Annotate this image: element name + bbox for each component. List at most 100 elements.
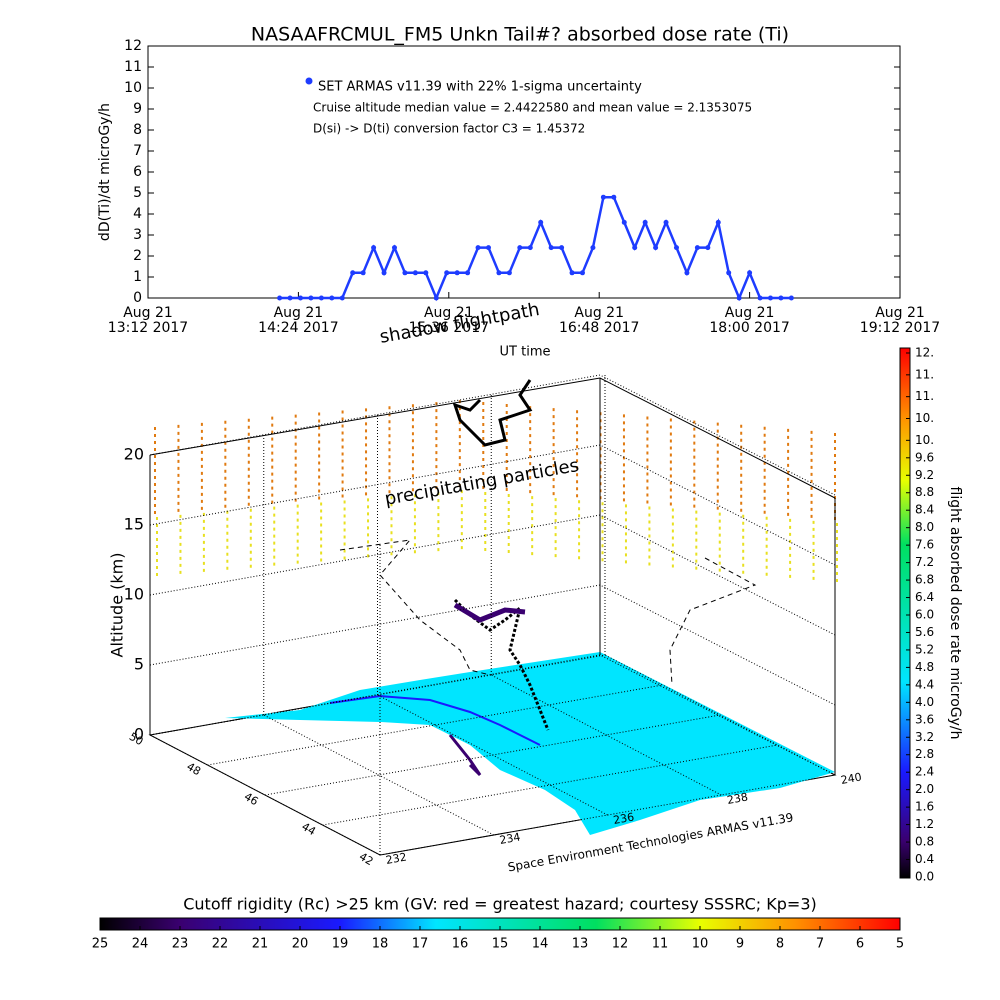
x-tick-label: 234 (499, 830, 522, 846)
data-point (527, 245, 533, 251)
projection-path (669, 557, 757, 686)
y-tick-label: 2 (133, 248, 142, 264)
colorbar-tick-label: 11. (915, 389, 934, 403)
dose-colorbar (899, 347, 911, 879)
colorbar-tick-label: 19 (332, 937, 349, 952)
data-point (579, 270, 585, 276)
data-point (318, 295, 324, 301)
y-tick-label: 10 (124, 80, 142, 96)
annotation: D(si) -> D(ti) conversion factor C3 = 1.… (313, 122, 585, 136)
data-point (454, 270, 460, 276)
y-tick-label: 12 (124, 38, 142, 54)
grid-line (149, 654, 606, 736)
colorbar-tick-label: 2.8 (915, 747, 934, 761)
data-point (360, 270, 366, 276)
projection-path (339, 539, 491, 676)
data-point (642, 219, 648, 225)
colorbar-title: flight absorbed dose rate microGy/h (947, 487, 963, 740)
colorbar-tick-label: 16 (452, 937, 469, 952)
colorbar-tick-label: 22 (212, 937, 229, 952)
annotation: Space Environment Technologies ARMAS v11… (507, 810, 795, 874)
data-point (788, 295, 794, 301)
y-axis-label: dD(Ti)/dt microGy/h (97, 103, 113, 241)
rigidity-surface (225, 652, 835, 835)
colorbar-tick-label: 6.8 (915, 573, 934, 587)
grid-line (263, 714, 494, 836)
y-tick-label: 42 (357, 850, 376, 868)
data-point (673, 245, 679, 251)
colorbar-tick-label: 25 (92, 937, 109, 952)
colorbar-tick-label: 5 (896, 937, 904, 952)
colorbar-tick-label: 12 (612, 937, 629, 952)
x-tick-label: 240 (840, 770, 863, 786)
z-tick-label: 20 (124, 445, 144, 464)
data-point (705, 245, 711, 251)
x-tick-label: Aug 21 19:12 2017 (859, 305, 941, 336)
colorbar-tick-label: 2.4 (915, 765, 934, 779)
data-point (757, 295, 763, 301)
colorbar-tick-label: 12. (915, 346, 934, 360)
colorbar-tick-label: 0.0 (915, 870, 934, 884)
legend-label: SET ARMAS v11.39 with 22% 1-sigma uncert… (318, 80, 642, 95)
data-point (778, 295, 784, 301)
colorbar-tick-label: 5.6 (915, 625, 934, 639)
data-point (381, 270, 387, 276)
grid-line (604, 654, 836, 776)
data-point (548, 245, 554, 251)
colorbar-tick-label: 8.0 (915, 520, 934, 534)
x-tick-label: Aug 21 16:48 2017 (558, 305, 640, 336)
z-tick-label: 0 (134, 725, 144, 744)
data-point (350, 270, 356, 276)
y-tick-label: 9 (133, 101, 142, 117)
shadow-flightpath (452, 379, 533, 447)
series-line (279, 195, 792, 302)
z-tick-label: 15 (124, 515, 144, 534)
colorbar-tick-label: 8 (776, 937, 784, 952)
data-point (569, 270, 575, 276)
data-point (391, 245, 397, 251)
colorbar-tick-label: 10 (692, 937, 709, 952)
z-tick-label: 5 (134, 655, 144, 674)
data-point (747, 270, 753, 276)
colorbar-tick-label: 1.2 (915, 817, 934, 831)
data-point (444, 270, 450, 276)
data-point (433, 295, 439, 301)
data-point (402, 270, 408, 276)
colorbar-tick-label: 17 (412, 937, 429, 952)
data-point (611, 194, 617, 200)
colorbar-tick-label: 20 (292, 937, 309, 952)
colorbar-tick-label: 18 (372, 937, 389, 952)
grid-line (149, 734, 381, 856)
colorbar-tick-label: 21 (252, 937, 269, 952)
annotation: Cruise altitude median value = 2.4422580… (313, 101, 752, 115)
data-point (297, 295, 303, 301)
colorbar-title: Cutoff rigidity (Rc) >25 km (GV: red = g… (183, 895, 817, 914)
data-point (715, 219, 721, 225)
y-tick-label: 48 (184, 760, 203, 778)
grid-line (377, 694, 608, 816)
grid-line (491, 674, 722, 796)
colorbar-tick-label: 8.4 (915, 503, 934, 517)
colorbar-tick-label: 3.2 (915, 730, 934, 744)
x-tick-label: Aug 21 15:36 2017 (408, 305, 490, 336)
y-tick-label: 7 (133, 143, 142, 159)
grid-line (322, 744, 778, 826)
data-point (538, 219, 544, 225)
data-point (684, 270, 690, 276)
y-tick-label: 46 (242, 790, 261, 808)
colorbar-tick-label: 11 (652, 937, 669, 952)
data-point (287, 295, 293, 301)
y-tick-label: 1 (133, 269, 142, 285)
colorbar-tick-label: 24 (132, 937, 149, 952)
data-point (736, 295, 742, 301)
data-point (694, 245, 700, 251)
y-tick-label: 4 (133, 206, 142, 222)
data-point (277, 295, 283, 301)
data-point (663, 219, 669, 225)
data-point (632, 245, 638, 251)
colorbar-tick-label: 4.8 (915, 660, 934, 674)
colorbar-tick-label: 10. (915, 433, 934, 447)
data-point (590, 245, 596, 251)
